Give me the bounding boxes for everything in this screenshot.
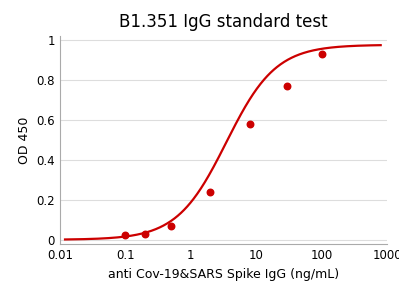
Point xyxy=(168,224,174,229)
X-axis label: anti Cov-19&SARS Spike IgG (ng/mL): anti Cov-19&SARS Spike IgG (ng/mL) xyxy=(108,268,339,281)
Point xyxy=(247,122,253,126)
Point xyxy=(207,190,213,195)
Point xyxy=(284,83,290,88)
Title: B1.351 IgG standard test: B1.351 IgG standard test xyxy=(119,13,328,31)
Point xyxy=(142,232,148,237)
Y-axis label: OD 450: OD 450 xyxy=(18,117,31,164)
Point xyxy=(122,233,128,238)
Point xyxy=(318,52,325,56)
